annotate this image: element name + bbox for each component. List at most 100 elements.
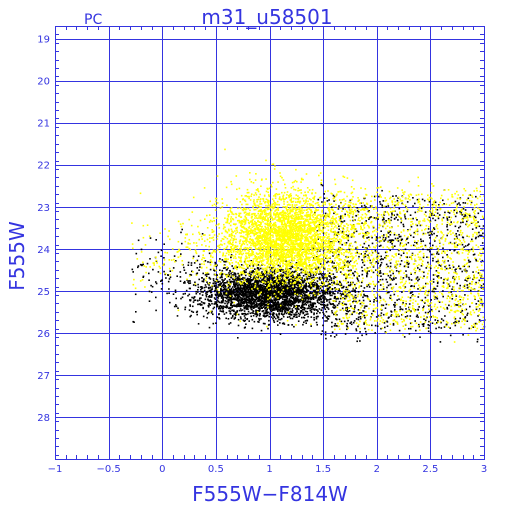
data-point-black [334, 287, 336, 289]
data-point-black [333, 325, 336, 327]
data-point-black [483, 217, 485, 220]
data-point-black [268, 296, 271, 298]
data-point-yellow [401, 199, 404, 202]
data-point-black [209, 287, 212, 289]
data-point-black [219, 276, 222, 279]
data-point-black [277, 288, 280, 290]
data-point-black [217, 291, 219, 294]
data-point-black [424, 302, 426, 304]
data-point-black [222, 297, 224, 300]
data-point-black [262, 302, 264, 305]
data-point-black [224, 278, 226, 280]
data-point-black [364, 305, 366, 307]
data-point-black [287, 282, 290, 284]
data-point-black [399, 263, 402, 266]
data-point-black [268, 277, 271, 280]
data-point-black [284, 290, 287, 293]
data-point-black [401, 238, 404, 241]
data-point-black [465, 308, 468, 311]
data-point-black [247, 313, 249, 315]
data-point-black [279, 310, 282, 313]
data-point-black [374, 324, 377, 327]
data-point-yellow [428, 289, 431, 291]
data-point-black [320, 301, 322, 303]
data-point-black [295, 262, 298, 264]
data-point-black [265, 283, 267, 285]
data-point-black [458, 320, 460, 323]
data-point-black [316, 299, 319, 302]
data-point-black [469, 194, 471, 196]
data-point-black [352, 281, 354, 284]
data-point-black [212, 278, 215, 280]
data-point-black [204, 274, 207, 276]
data-point-yellow [366, 259, 369, 262]
data-point-black [286, 316, 289, 318]
data-point-black [240, 264, 243, 266]
data-point-yellow [133, 278, 135, 281]
data-point-black [440, 321, 442, 324]
data-point-black [235, 283, 238, 286]
data-point-black [279, 333, 282, 335]
data-point-black [217, 300, 220, 303]
data-point-yellow [221, 198, 223, 200]
data-point-yellow [348, 295, 350, 297]
data-point-black [373, 301, 375, 303]
data-point-black [262, 288, 264, 290]
data-point-black [216, 279, 219, 281]
data-point-yellow [350, 228, 353, 231]
data-point-black [289, 294, 291, 296]
data-point-black [410, 234, 412, 237]
data-point-yellow [260, 185, 262, 187]
data-point-black [352, 297, 355, 299]
data-point-black [277, 305, 280, 308]
data-point-black [309, 292, 311, 294]
data-point-black [163, 270, 165, 273]
data-point-black [285, 302, 288, 305]
data-point-black [429, 250, 431, 253]
data-point-black [193, 262, 196, 264]
data-point-black [456, 212, 458, 214]
data-point-black [377, 252, 380, 255]
data-point-black [270, 274, 272, 276]
data-point-black [232, 309, 234, 312]
data-point-yellow [251, 219, 253, 222]
data-point-black [220, 297, 223, 299]
data-point-black [369, 216, 371, 219]
data-point-black [274, 272, 276, 275]
data-point-black [335, 325, 338, 327]
data-point-yellow [244, 222, 247, 225]
data-point-yellow [342, 205, 344, 208]
data-point-yellow [455, 241, 457, 244]
data-point-black [257, 276, 259, 279]
data-point-black [221, 285, 224, 287]
data-point-black [468, 265, 470, 268]
data-point-black [192, 284, 195, 286]
data-point-black [258, 300, 261, 302]
data-point-black [226, 288, 228, 290]
data-point-black [231, 274, 233, 276]
data-point-black [253, 299, 255, 301]
data-point-yellow [409, 311, 412, 314]
data-point-black [215, 294, 217, 297]
data-point-black [404, 286, 407, 288]
data-point-black [344, 297, 346, 300]
data-point-black [204, 284, 207, 286]
data-point-black [394, 309, 396, 311]
data-point-black [353, 290, 355, 292]
data-point-black [274, 292, 277, 295]
data-point-black [420, 207, 423, 210]
data-point-black [242, 302, 244, 305]
data-point-black [215, 273, 217, 276]
data-point-black [290, 311, 292, 314]
data-point-yellow [349, 292, 351, 295]
data-point-black [268, 311, 270, 314]
data-point-black [182, 293, 185, 295]
data-point-black [214, 293, 217, 296]
data-point-yellow [310, 271, 312, 273]
data-point-black [449, 267, 451, 269]
data-point-black [246, 295, 248, 298]
data-point-black [317, 315, 319, 318]
data-point-black [305, 273, 308, 275]
data-point-black [322, 232, 325, 234]
